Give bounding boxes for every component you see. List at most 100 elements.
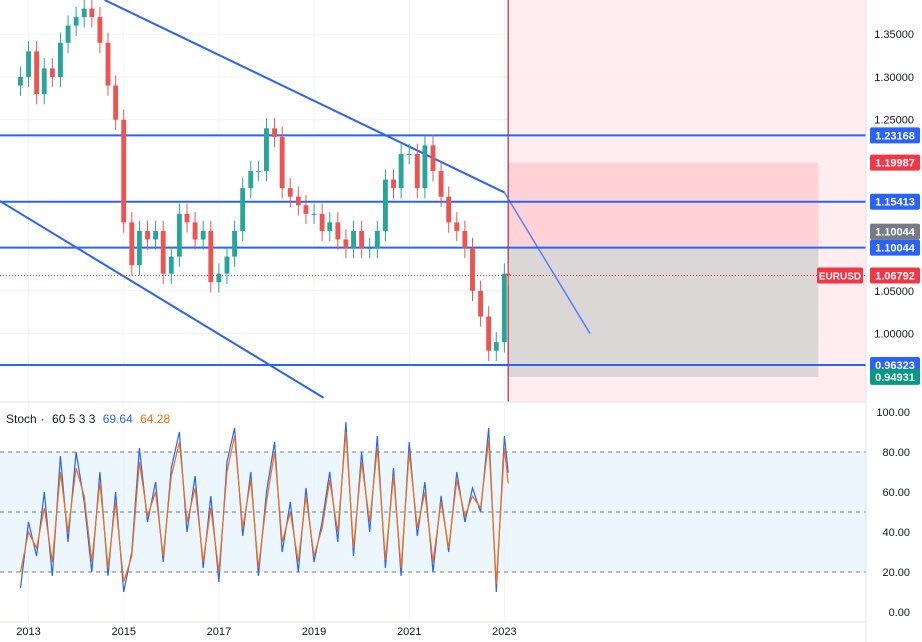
candle[interactable] <box>430 135 436 182</box>
candle[interactable] <box>176 203 182 267</box>
stoch-pane[interactable] <box>0 402 866 622</box>
candle[interactable] <box>121 109 127 233</box>
candle-body <box>438 171 444 197</box>
trendline[interactable] <box>503 192 591 334</box>
trendline[interactable] <box>104 0 505 194</box>
candle[interactable] <box>89 0 95 28</box>
candle[interactable] <box>216 263 222 293</box>
candle[interactable] <box>81 0 87 28</box>
candle[interactable] <box>255 160 261 182</box>
candle[interactable] <box>343 229 349 259</box>
candle[interactable] <box>73 6 79 36</box>
candle-body <box>406 153 412 155</box>
candle[interactable] <box>113 75 119 131</box>
candle-body <box>192 222 198 240</box>
candle[interactable] <box>184 203 190 233</box>
candle[interactable] <box>311 203 317 225</box>
candle[interactable] <box>398 143 404 199</box>
price-tag <box>870 368 920 385</box>
candle[interactable] <box>200 220 206 250</box>
candle[interactable] <box>26 41 31 88</box>
trendline[interactable] <box>0 192 325 399</box>
candle[interactable] <box>279 126 285 199</box>
candle[interactable] <box>470 237 475 302</box>
candle[interactable] <box>295 186 301 216</box>
candle[interactable] <box>446 186 452 233</box>
candle[interactable] <box>367 237 373 259</box>
time-tick-label: 2013 <box>16 626 40 638</box>
candle[interactable] <box>327 212 333 242</box>
stop-loss-zone[interactable] <box>508 162 819 248</box>
stoch-legend[interactable]: Stoch · 60 5 3 3 69.64 64.28 <box>6 412 171 426</box>
candle[interactable] <box>129 212 135 276</box>
candle[interactable] <box>65 15 71 54</box>
candle[interactable] <box>34 41 40 105</box>
candle-body <box>18 76 23 86</box>
candle[interactable] <box>272 118 277 148</box>
candle[interactable] <box>391 169 396 199</box>
candle-body <box>81 8 87 18</box>
candle-body <box>478 290 484 317</box>
candle[interactable] <box>422 135 428 199</box>
price-tag-label: 1.10044 <box>875 227 916 239</box>
candle[interactable] <box>168 246 174 284</box>
time-tick-label: 2023 <box>492 626 516 638</box>
candle-body <box>430 145 436 172</box>
candle[interactable] <box>49 58 55 88</box>
price-pane[interactable] <box>0 0 866 402</box>
candle[interactable] <box>58 32 63 88</box>
candle[interactable] <box>153 220 159 250</box>
price-tick-label: 1.25000 <box>874 115 914 127</box>
time-tick-label: 2021 <box>397 626 421 638</box>
candle[interactable] <box>303 195 309 225</box>
candle[interactable] <box>406 143 412 165</box>
candle[interactable] <box>351 220 356 259</box>
symbol-tag-label: EURUSD <box>819 271 861 282</box>
price-tick-label: 1.35000 <box>874 29 914 41</box>
price-tick-label: 1.30000 <box>874 72 914 84</box>
candle[interactable] <box>208 220 214 293</box>
candle[interactable] <box>462 220 468 259</box>
candle-body <box>216 273 222 283</box>
candle[interactable] <box>382 169 388 242</box>
candle-body <box>454 222 460 231</box>
candle[interactable] <box>414 143 420 199</box>
stoch-d-line[interactable] <box>19 431 509 585</box>
candle-body <box>505 273 511 276</box>
candle[interactable] <box>478 280 484 327</box>
candle[interactable] <box>248 160 254 199</box>
candle[interactable] <box>97 6 103 54</box>
level-tag <box>870 239 920 256</box>
candle[interactable] <box>240 177 246 242</box>
candle[interactable] <box>438 160 444 207</box>
candle-body <box>121 119 127 223</box>
candle[interactable] <box>264 118 269 182</box>
candle[interactable] <box>493 331 499 361</box>
candle[interactable] <box>145 220 150 250</box>
candle[interactable] <box>319 203 325 242</box>
candle[interactable] <box>232 220 238 267</box>
candle-body <box>89 8 95 18</box>
take-profit-zone[interactable] <box>508 247 819 377</box>
candle-body <box>486 316 492 351</box>
candle[interactable] <box>160 220 166 284</box>
candle-body <box>335 222 341 240</box>
candle-body <box>279 136 285 189</box>
candle[interactable] <box>501 263 507 353</box>
candle[interactable] <box>359 220 365 259</box>
candle[interactable] <box>486 306 492 361</box>
candle[interactable] <box>105 32 111 96</box>
candle[interactable] <box>287 177 293 207</box>
candle[interactable] <box>335 212 341 250</box>
candle[interactable] <box>41 58 47 105</box>
candle[interactable] <box>224 246 230 284</box>
candle[interactable] <box>374 220 380 259</box>
candle[interactable] <box>454 212 460 242</box>
candle[interactable] <box>18 66 23 96</box>
candle[interactable] <box>505 263 511 286</box>
candle-body <box>129 222 135 266</box>
candle[interactable] <box>136 220 142 276</box>
candle-body <box>255 171 261 173</box>
candle[interactable] <box>192 212 198 250</box>
